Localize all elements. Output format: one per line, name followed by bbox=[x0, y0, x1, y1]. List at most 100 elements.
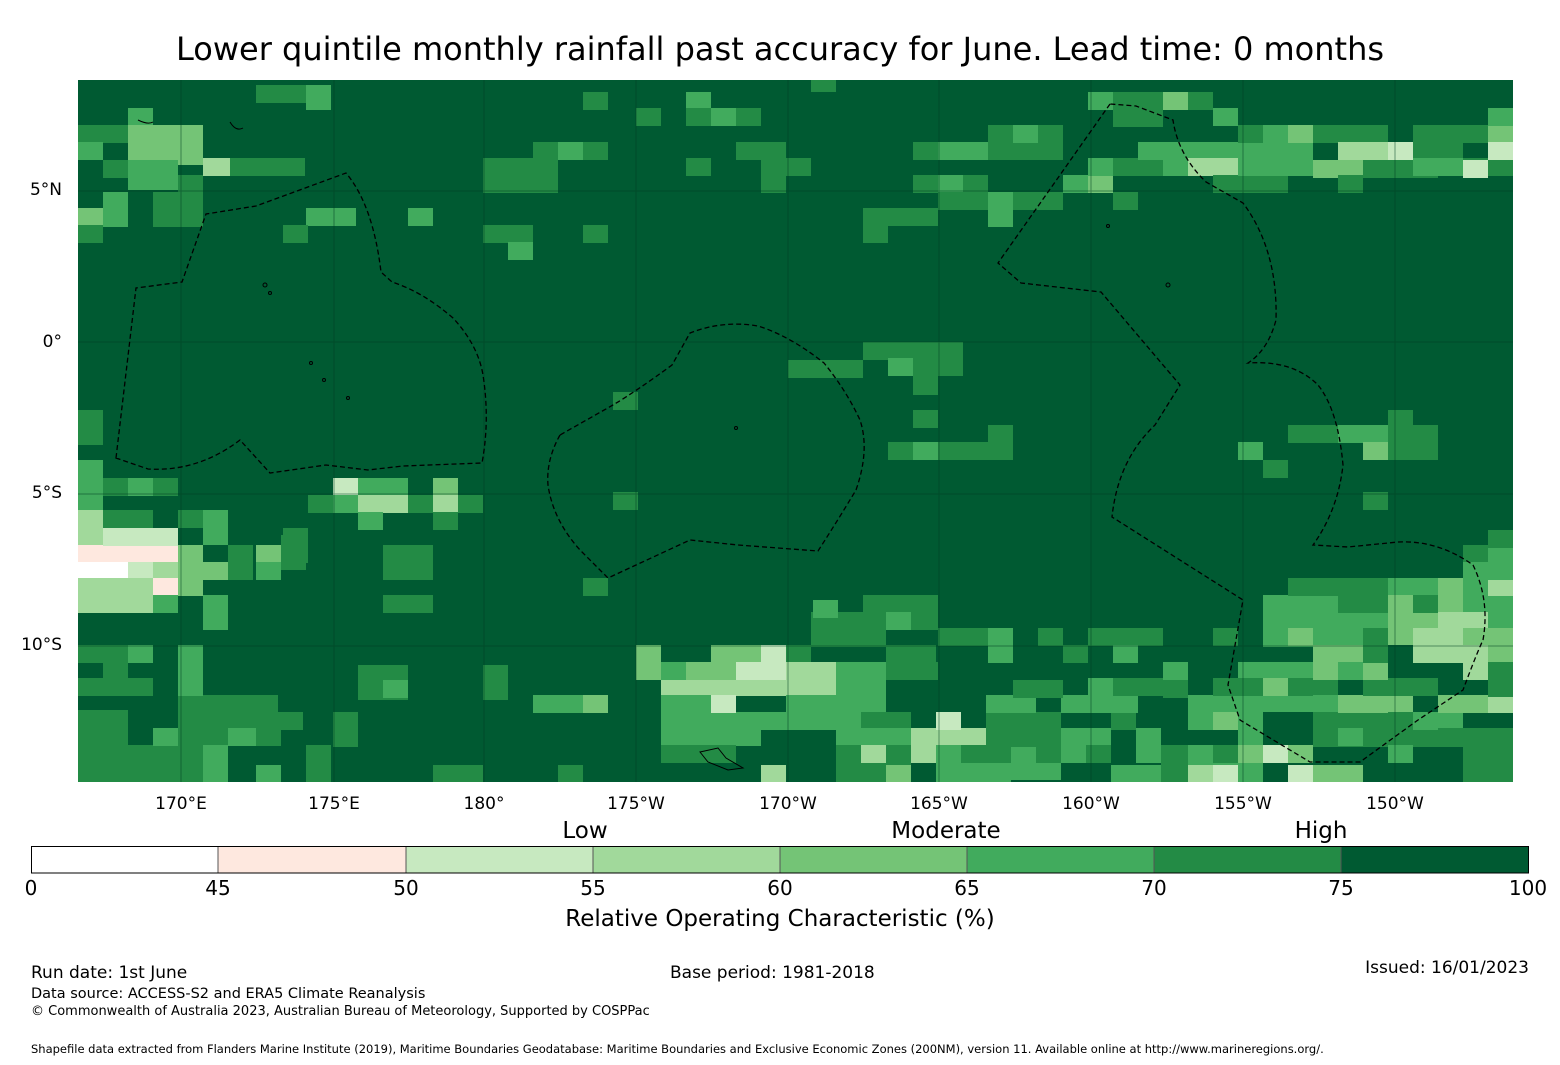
base-period: Base period: 1981-2018 bbox=[670, 963, 875, 983]
roc-cell bbox=[1213, 678, 1263, 696]
roc-cell bbox=[278, 712, 303, 730]
roc-cell bbox=[1338, 425, 1388, 443]
roc-cell bbox=[433, 478, 458, 496]
roc-cell bbox=[1036, 745, 1061, 763]
roc-cell bbox=[1113, 192, 1138, 210]
roc-cell bbox=[1388, 745, 1413, 763]
roc-cell bbox=[863, 208, 938, 226]
roc-cell bbox=[128, 562, 153, 580]
roc-cell bbox=[1488, 695, 1513, 713]
roc-cell bbox=[78, 142, 103, 160]
roc-cell bbox=[103, 645, 128, 680]
roc-cell bbox=[383, 595, 433, 613]
roc-cell bbox=[78, 545, 178, 563]
lon-label: 170°E bbox=[155, 794, 207, 814]
roc-cell bbox=[986, 695, 1036, 713]
roc-cell bbox=[1086, 745, 1111, 763]
roc-cell bbox=[78, 208, 103, 226]
roc-cell bbox=[103, 160, 128, 178]
roc-cell bbox=[1413, 712, 1463, 730]
roc-cell bbox=[78, 510, 103, 545]
roc-cell bbox=[1238, 442, 1263, 460]
colorbar-tick: 50 bbox=[393, 876, 419, 900]
roc-cell bbox=[686, 92, 711, 110]
roc-cell bbox=[408, 495, 433, 513]
chart-title: Lower quintile monthly rainfall past acc… bbox=[175, 30, 1385, 68]
roc-cells bbox=[78, 80, 1513, 782]
graticule bbox=[78, 80, 1513, 782]
roc-cell bbox=[938, 342, 963, 360]
roc-cell bbox=[1463, 125, 1488, 143]
roc-cell bbox=[558, 765, 583, 782]
roc-cell bbox=[1313, 765, 1363, 782]
roc-cell bbox=[1363, 678, 1438, 696]
roc-cell bbox=[358, 512, 383, 530]
roc-cell bbox=[1188, 765, 1213, 782]
roc-cell bbox=[306, 745, 331, 782]
roc-cell bbox=[1113, 678, 1163, 696]
roc-cell bbox=[1113, 92, 1163, 127]
roc-cell bbox=[103, 192, 128, 227]
roc-cell bbox=[103, 510, 153, 528]
run-date: Run date: 1st June bbox=[31, 963, 188, 983]
roc-cell bbox=[483, 158, 558, 193]
roc-cell bbox=[78, 578, 153, 613]
roc-cell bbox=[583, 225, 608, 243]
roc-cell bbox=[1138, 142, 1288, 160]
roc-cell bbox=[203, 510, 228, 545]
roc-cell bbox=[128, 478, 153, 496]
roc-cell bbox=[961, 745, 1011, 763]
roc-cell bbox=[613, 392, 638, 410]
roc-cell bbox=[913, 410, 938, 428]
roc-cell bbox=[1038, 628, 1063, 646]
roc-cell bbox=[1438, 728, 1513, 746]
roc-cell bbox=[1213, 175, 1288, 193]
roc-cell bbox=[1288, 125, 1313, 143]
roc-cell bbox=[333, 712, 358, 747]
roc-cell bbox=[913, 662, 938, 680]
roc-cell bbox=[1263, 745, 1288, 763]
roc-cell bbox=[458, 495, 483, 513]
colorbar-tick: 75 bbox=[1328, 876, 1354, 900]
roc-cell bbox=[1238, 158, 1313, 176]
roc-cell bbox=[128, 125, 203, 165]
roc-cell bbox=[736, 662, 786, 680]
roc-cell bbox=[306, 208, 356, 226]
roc-cell bbox=[583, 92, 608, 110]
roc-cell bbox=[1113, 158, 1163, 176]
island-outlines bbox=[137, 119, 1171, 771]
roc-cell bbox=[786, 158, 811, 176]
roc-cell bbox=[613, 492, 638, 510]
roc-cell bbox=[1463, 562, 1488, 580]
roc-cell bbox=[383, 680, 408, 698]
roc-cell bbox=[583, 578, 608, 596]
roc-cell bbox=[636, 645, 661, 680]
roc-cell bbox=[283, 225, 308, 243]
roc-cell bbox=[1213, 108, 1238, 126]
lon-label: 150°W bbox=[1366, 794, 1424, 814]
roc-cell bbox=[483, 665, 508, 700]
roc-cell bbox=[1488, 125, 1513, 143]
roc-cell bbox=[128, 160, 178, 190]
copyright: © Commonwealth of Australia 2023, Austra… bbox=[31, 1004, 650, 1019]
roc-cell bbox=[1488, 662, 1513, 697]
roc-cell bbox=[1463, 628, 1513, 646]
roc-cell bbox=[711, 108, 736, 126]
lon-label: 170°W bbox=[759, 794, 817, 814]
roc-cell bbox=[686, 158, 711, 176]
roc-cell bbox=[583, 695, 608, 713]
colorbar-segment bbox=[218, 846, 406, 873]
roc-cell bbox=[736, 712, 786, 730]
roc-cell bbox=[1288, 628, 1313, 646]
roc-cell bbox=[1488, 545, 1513, 580]
roc-cell bbox=[788, 360, 863, 378]
roc-cell bbox=[861, 745, 886, 763]
lon-label: 155°W bbox=[1214, 794, 1272, 814]
roc-cell bbox=[886, 612, 911, 630]
roc-cell bbox=[1163, 662, 1188, 680]
roc-cell bbox=[1213, 628, 1238, 646]
roc-cell bbox=[230, 158, 305, 176]
roc-cell bbox=[358, 495, 408, 513]
roc-cell bbox=[383, 545, 433, 580]
roc-cell bbox=[1488, 142, 1513, 160]
